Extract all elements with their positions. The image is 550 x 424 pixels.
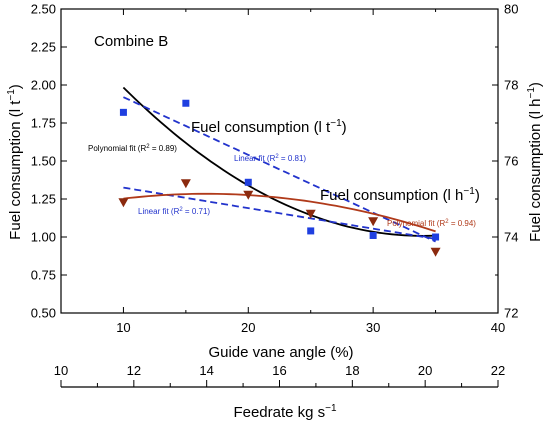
series-label-l-per-t: Fuel consumption (l t−1)	[191, 118, 347, 136]
fit-label-poly-lt-text: Polynomial fit (R	[88, 144, 146, 153]
data-point-triangle	[118, 198, 129, 208]
secondary-x-tick-label: 20	[418, 363, 432, 378]
fit-label-linear-lh-sup: 2	[179, 207, 183, 213]
fit-line-polynomial-3	[123, 192, 436, 233]
left-y-tick-label: 0.75	[31, 268, 56, 283]
right-y-tick-label: 72	[504, 306, 518, 321]
x-tick-label: 30	[366, 320, 380, 335]
right-y-axis-title-close: )	[527, 82, 544, 87]
fit-label-linear-lh: Linear fit (R2 = 0.71)	[138, 207, 210, 216]
series-label-l-per-t-sup: −1	[330, 118, 342, 129]
x-axis-title: Guide vane angle (%)	[208, 344, 353, 361]
data-point-square	[182, 99, 190, 107]
fit-label-poly-lt: Polynomial fit (R2 = 0.89)	[88, 144, 177, 153]
x-tick-label: 40	[491, 320, 505, 335]
data-point-triangle	[305, 209, 316, 219]
fit-label-linear-lt-sup: 2	[275, 154, 279, 160]
chart-annotation: Combine B	[94, 33, 168, 50]
series-label-l-per-h-sup: −1	[463, 186, 475, 197]
data-point-square	[244, 178, 252, 186]
points-layer	[118, 99, 441, 257]
fit-label-linear-lh-tail: = 0.71)	[183, 207, 211, 216]
secondary-x-tick-label: 12	[127, 363, 141, 378]
right-y-axis-title-text: Fuel consumption (l h	[527, 99, 544, 242]
right-y-tick-label: 78	[504, 78, 518, 93]
series-label-l-per-t-text: Fuel consumption (l t	[191, 119, 331, 136]
fit-label-poly-lh-tail: = 0.94)	[449, 219, 477, 228]
right-y-tick-label: 80	[504, 2, 518, 17]
fits-layer	[122, 86, 436, 243]
secondary-x-axis-title-sup: −1	[325, 403, 337, 414]
data-point-triangle	[430, 247, 441, 257]
right-y-axis-title: Fuel consumption (l h−1)	[526, 82, 544, 242]
data-point-square	[307, 227, 315, 235]
data-point-square	[119, 108, 127, 116]
fit-line-polynomial-0	[122, 86, 436, 237]
fit-label-linear-lt-tail: = 0.81)	[279, 154, 307, 163]
left-y-axis-title: Fuel consumption (l t−1)	[6, 84, 24, 240]
secondary-x-tick-label: 16	[272, 363, 286, 378]
left-y-tick-label: 0.50	[31, 306, 56, 321]
data-point-square	[432, 233, 440, 241]
left-y-tick-label: 2.25	[31, 40, 56, 55]
series-label-l-per-t-close: )	[342, 119, 347, 136]
series-label-l-per-h: Fuel consumption (l h−1)	[320, 186, 480, 204]
fit-label-poly-lt-tail: = 0.89)	[150, 144, 178, 153]
left-y-tick-label: 1.00	[31, 230, 56, 245]
left-y-tick-label: 1.50	[31, 154, 56, 169]
left-y-tick-label: 2.50	[31, 2, 56, 17]
data-point-square	[369, 231, 377, 239]
secondary-x-axis-title-text: Feedrate kg s	[233, 404, 325, 421]
series-label-l-per-h-text: Fuel consumption (l h	[320, 187, 463, 204]
fit-label-poly-lh-text: Polynomial fit (R	[387, 219, 445, 228]
secondary-x-tick-label: 22	[491, 363, 505, 378]
secondary-x-axis-title: Feedrate kg s−1	[233, 403, 337, 421]
fit-label-poly-lh-sup: 2	[445, 219, 449, 225]
data-point-triangle	[243, 190, 254, 200]
secondary-x-tick-label: 10	[54, 363, 68, 378]
right-y-tick-label: 76	[504, 154, 518, 169]
fit-label-poly-lt-sup: 2	[146, 144, 150, 150]
data-point-triangle	[368, 217, 379, 227]
left-y-axis-title-text: Fuel consumption (l t	[7, 100, 24, 240]
series-label-l-per-h-close: )	[475, 187, 480, 204]
fit-line-linear-1	[123, 96, 436, 243]
fit-label-linear-lh-text: Linear fit (R	[138, 207, 180, 216]
right-y-axis-title-sup: −1	[526, 87, 537, 99]
x-tick-label: 10	[116, 320, 130, 335]
left-y-tick-label: 1.25	[31, 192, 56, 207]
right-y-tick-label: 74	[504, 230, 518, 245]
fit-label-linear-lt-text: Linear fit (R	[234, 154, 276, 163]
fit-line-linear-2	[123, 186, 436, 240]
left-y-axis-title-close: )	[7, 84, 24, 89]
secondary-x-tick-label: 14	[199, 363, 213, 378]
left-y-tick-label: 1.75	[31, 116, 56, 131]
fit-label-linear-lt: Linear fit (R2 = 0.81)	[234, 154, 306, 163]
left-y-tick-label: 2.00	[31, 78, 56, 93]
x-tick-label: 20	[241, 320, 255, 335]
secondary-x-tick-label: 18	[345, 363, 359, 378]
fit-label-poly-lh: Polynomial fit (R2 = 0.94)	[387, 219, 476, 228]
left-y-axis-title-sup: −1	[6, 89, 17, 101]
data-point-triangle	[180, 179, 191, 189]
